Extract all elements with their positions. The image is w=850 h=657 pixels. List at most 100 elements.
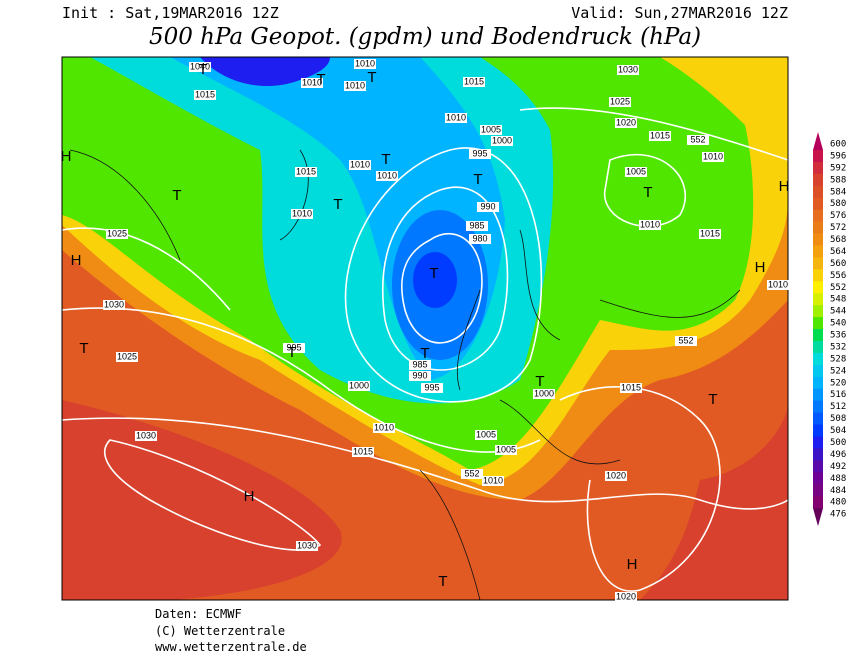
map-field — [62, 57, 788, 600]
label-bg — [352, 447, 374, 457]
label-bg — [463, 77, 485, 87]
isobar — [604, 153, 686, 228]
colorbar-swatch — [813, 352, 823, 366]
pressure-center: T — [438, 573, 447, 590]
label-bg — [354, 59, 376, 69]
label-bg — [296, 541, 318, 551]
label-bg — [699, 229, 721, 239]
colorbar-label: 508 — [830, 414, 846, 424]
colorbar-label: 492 — [830, 462, 846, 472]
colorbar-swatch — [813, 149, 823, 163]
label-bg — [609, 97, 631, 107]
isobar — [103, 439, 322, 551]
label-bg — [605, 471, 627, 481]
colorbar-label: 560 — [830, 259, 846, 269]
label-bg — [106, 229, 128, 239]
pressure-center: T — [429, 265, 438, 282]
colorbar-label: 476 — [830, 510, 846, 520]
label-bg — [625, 167, 647, 177]
field-deepblue — [200, 57, 330, 87]
colorbar-label: 496 — [830, 450, 846, 460]
isobar — [344, 147, 543, 403]
field-deepblue — [413, 252, 457, 308]
pressure-label: 995 — [472, 148, 487, 158]
pressure-label: 1010 — [768, 279, 788, 289]
pressure-label: 552 — [678, 335, 693, 345]
colorbar-label: 588 — [830, 175, 846, 185]
label-bg — [295, 167, 317, 177]
label-bg — [461, 469, 483, 479]
colorbar-swatch — [813, 173, 823, 187]
colorbar-label: 544 — [830, 307, 846, 317]
label-bg — [373, 423, 395, 433]
label-bg — [291, 209, 313, 219]
colorbar-label: 556 — [830, 271, 846, 281]
label-bg — [620, 383, 642, 393]
label-bg — [649, 131, 671, 141]
pressure-label: 1010 — [377, 170, 397, 180]
label-bg — [495, 445, 517, 455]
pressure-center: T — [198, 61, 207, 78]
colorbar-label: 568 — [830, 235, 846, 245]
pressure-center: H — [627, 556, 638, 573]
label-bg — [491, 136, 513, 146]
label-bg — [376, 171, 398, 181]
pressure-label: 1015 — [700, 228, 720, 238]
pressure-label: 1025 — [610, 96, 630, 106]
colorbar-swatch — [813, 340, 823, 354]
copyright: (C) Wetterzentrale — [155, 624, 285, 638]
pressure-center: H — [244, 488, 255, 505]
label-bg — [675, 336, 697, 346]
colorbar-swatch — [813, 364, 823, 378]
pressure-label: 1015 — [621, 382, 641, 392]
pressure-label: 1030 — [297, 540, 317, 550]
pressure-label: 1000 — [349, 380, 369, 390]
pressure-label: 1005 — [496, 444, 516, 454]
pressure-label: 1010 — [345, 80, 365, 90]
colorbar-label: 564 — [830, 247, 846, 257]
init-time: Init : Sat,19MAR2016 12Z — [62, 4, 279, 22]
label-bg — [617, 65, 639, 75]
colorbar-cap — [813, 132, 823, 150]
colorbar-label: 576 — [830, 211, 846, 221]
map-title: 500 hPa Geopot. (gpdm) und Bodendruck (h… — [149, 24, 701, 50]
pressure-label: 1015 — [195, 89, 215, 99]
pressure-label: 1015 — [296, 166, 316, 176]
pressure-label: 1010 — [483, 475, 503, 485]
label-bg — [480, 125, 502, 135]
colorbar-label: 484 — [830, 486, 846, 496]
data-source: Daten: ECMWF — [155, 607, 242, 621]
pressure-center: T — [316, 71, 325, 88]
colorbar-swatch — [813, 185, 823, 199]
isobar — [62, 307, 541, 453]
label-bg — [283, 343, 305, 353]
label-bg — [344, 81, 366, 91]
colorbar-swatch — [813, 460, 823, 473]
colorbar-swatch — [813, 293, 823, 306]
colorbar-swatch — [813, 484, 823, 497]
colorbar-swatch — [813, 233, 823, 246]
pressure-label: 990 — [480, 201, 495, 211]
colorbar-cap — [813, 508, 823, 527]
colorbar-swatch — [813, 209, 823, 223]
pressure-label: 1025 — [117, 351, 137, 361]
colorbar-label: 572 — [830, 223, 846, 233]
colorbar-label: 536 — [830, 331, 846, 341]
pressure-label: 1010 — [350, 159, 370, 169]
pressure-label: 1010 — [302, 77, 322, 87]
label-bg — [702, 152, 724, 162]
label-bg — [103, 300, 125, 310]
colorbar-swatch — [813, 472, 823, 485]
colorbar-label: 488 — [830, 474, 846, 484]
colorbar-label: 528 — [830, 354, 846, 364]
pressure-label: 985 — [469, 220, 484, 230]
isobar — [519, 107, 788, 161]
pressure-label: 1030 — [618, 64, 638, 74]
pressure-label: 1030 — [104, 299, 124, 309]
isobar — [62, 417, 788, 510]
pressure-label: 1000 — [492, 135, 512, 145]
colorbar-swatch — [813, 400, 823, 414]
pressure-label: 1015 — [650, 130, 670, 140]
map-frame — [61, 56, 789, 601]
colorbar-label: 584 — [830, 187, 846, 197]
